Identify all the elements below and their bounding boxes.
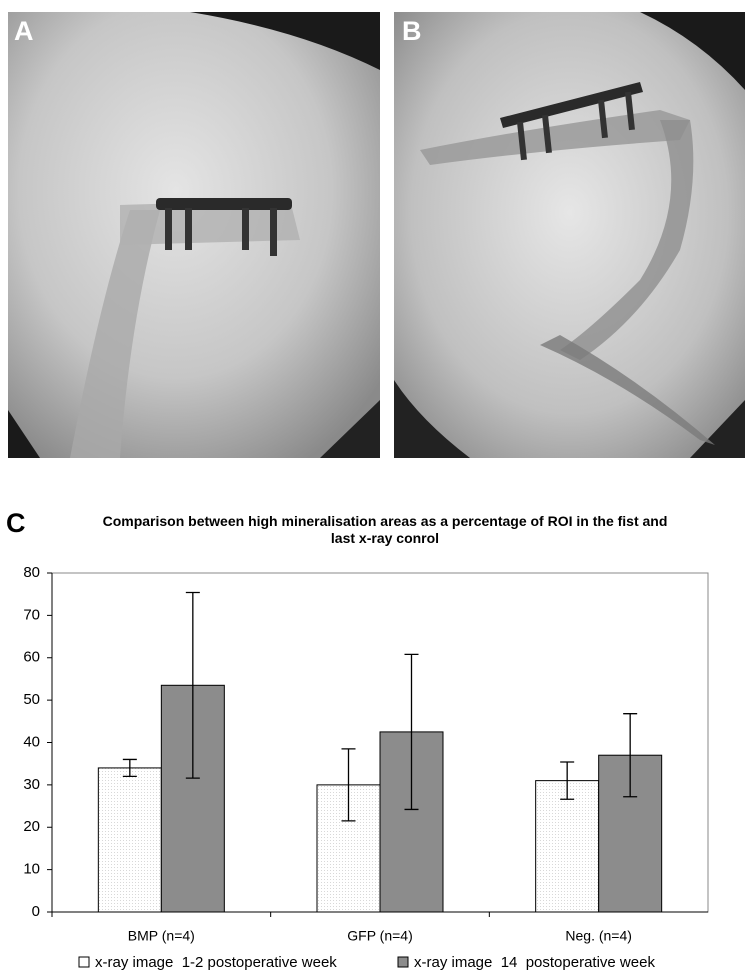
error-bar — [404, 653, 419, 811]
y-tick-label: 30 — [23, 776, 40, 793]
y-tick-label: 10 — [23, 861, 40, 878]
panel-label: B — [402, 16, 422, 46]
error-bar — [341, 748, 356, 822]
error-bar — [560, 761, 575, 800]
legend-label: x-ray image 14 postoperative week — [414, 954, 655, 971]
legend-label: x-ray image 1-2 postoperative week — [95, 954, 337, 971]
error-bar — [623, 713, 638, 798]
error-bar — [122, 758, 137, 778]
xray-a — [8, 12, 380, 458]
y-tick-label: 0 — [32, 903, 40, 920]
bar — [535, 780, 600, 913]
x-tick-label: Neg. (n=4) — [565, 928, 632, 944]
y-tick-label: 20 — [23, 818, 40, 835]
y-tick-label: 60 — [23, 649, 40, 666]
xray-b — [394, 12, 745, 458]
error-bar — [185, 591, 200, 779]
y-tick-label: 80 — [23, 564, 40, 581]
y-tick-label: 50 — [23, 691, 40, 708]
legend-swatch — [397, 956, 409, 968]
y-tick-label: 40 — [23, 733, 40, 750]
chart-title: Comparison between high mineralisation a… — [102, 513, 668, 546]
bar — [97, 767, 162, 913]
legend-swatch — [78, 956, 90, 968]
panel-label: C — [6, 508, 26, 538]
x-tick-label: GFP (n=4) — [347, 928, 413, 944]
panel-label: A — [14, 16, 34, 46]
x-tick-label: BMP (n=4) — [128, 928, 195, 944]
y-tick-label: 70 — [23, 606, 40, 623]
